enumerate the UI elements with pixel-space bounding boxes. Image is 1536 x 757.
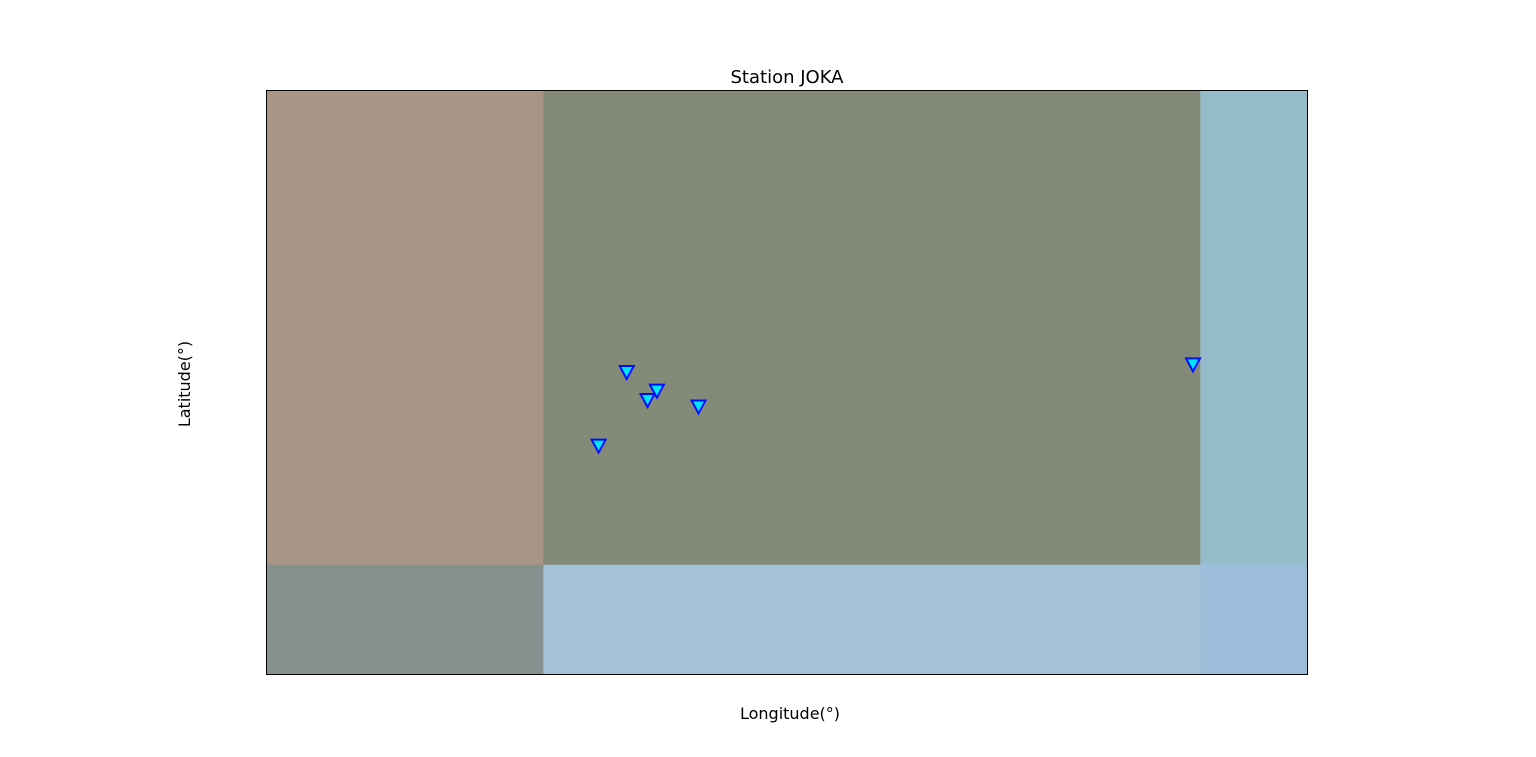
station-marker-6 [1184, 357, 1202, 374]
station-marker-3 [638, 393, 657, 410]
map-plot-area [266, 90, 1308, 675]
y-axis-label: Latitude(°) [175, 341, 194, 427]
station-marker-4 [689, 399, 708, 416]
tile-central-land [543, 90, 1201, 566]
x-axis-label: Longitude(°) [740, 704, 840, 723]
tile-west-land [266, 90, 544, 566]
tile-east-water [1200, 90, 1308, 566]
map-frame [266, 90, 1308, 675]
tile-southeast-water [1200, 564, 1308, 675]
tile-south-water [543, 564, 1201, 675]
station-marker-5 [589, 438, 608, 455]
tile-southwest [266, 564, 544, 675]
map-tiles [266, 90, 1308, 675]
station-markers [589, 357, 1202, 455]
station-marker-2 [648, 383, 666, 400]
station-marker-1 [618, 364, 636, 382]
figure-title: Station JOKA [731, 67, 845, 88]
